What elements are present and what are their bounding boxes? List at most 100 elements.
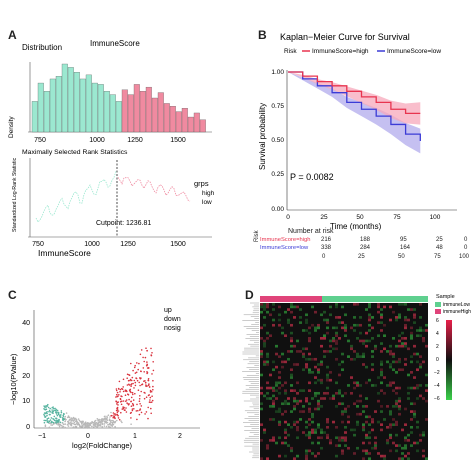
- volcano-point: [137, 389, 140, 391]
- volcano-point: [140, 377, 142, 379]
- heatmap-cell: [416, 384, 419, 387]
- heatmap-cell: [272, 368, 275, 372]
- heatmap-cell: [392, 381, 395, 385]
- volcano-point: [146, 361, 148, 363]
- heatmap-cell: [287, 357, 290, 361]
- heatmap-cell: [413, 313, 416, 317]
- heatmap-cell: [407, 318, 410, 322]
- heatmap-cell: [401, 303, 404, 306]
- hist-bar-low: [97, 84, 104, 133]
- panel-d-letter: D: [245, 288, 254, 302]
- volcano-ytick: 40: [22, 320, 30, 327]
- km-risk-table: Number at risk Risk ImmuneScore=high Imm…: [252, 228, 472, 264]
- heatmap-cell: [356, 303, 359, 306]
- volcano-point: [150, 347, 152, 350]
- volcano-point: [74, 426, 77, 428]
- heatmap-cell: [260, 439, 263, 442]
- heatmap-cell: [287, 318, 290, 322]
- volcano-ylabel: −log10(PValue): [9, 353, 18, 405]
- heatmap-cell: [425, 389, 428, 392]
- hist-subtitle: ImmuneScore: [90, 39, 140, 48]
- heatmap-cell: [269, 373, 272, 377]
- hist-bar-low: [115, 101, 122, 133]
- volcano-point: [48, 409, 51, 412]
- heatmap-cell: [368, 318, 371, 322]
- heatmap-cell: [404, 323, 407, 327]
- colorbar-tick: −4: [434, 383, 440, 389]
- volcano-point: [126, 377, 128, 379]
- volcano-point: [57, 412, 60, 415]
- colorbar-tick: 0: [436, 357, 439, 363]
- heatmap-cell: [422, 449, 425, 453]
- heatmap-cell: [419, 326, 422, 330]
- heatmap-cell: [380, 308, 383, 311]
- heatmap-cell: [305, 449, 308, 453]
- heatmap-cell: [362, 342, 365, 345]
- heatmap-cell: [290, 373, 293, 377]
- panel-b-letter: B: [258, 28, 267, 42]
- volcano-point: [64, 423, 66, 425]
- heatmap-cell: [275, 352, 278, 356]
- volcano-point: [62, 419, 64, 422]
- heatmap-cell: [344, 425, 347, 429]
- volcano-point: [140, 405, 143, 407]
- heatmap-cell: [341, 368, 344, 372]
- heatmap-cell: [287, 423, 290, 426]
- volcano-point: [89, 424, 91, 427]
- heatmap-cell: [407, 386, 410, 390]
- volcano-point: [152, 379, 154, 382]
- heatmap-cell: [371, 418, 374, 421]
- heatmap-cell: [308, 389, 311, 392]
- heatmap-cell: [395, 360, 398, 364]
- volcano-point: [142, 356, 144, 359]
- heatmap-cell: [293, 305, 296, 309]
- heatmap-cell: [359, 323, 362, 327]
- heatmap-cell: [278, 381, 281, 385]
- volcano-point: [78, 419, 81, 422]
- volcano-point: [115, 400, 118, 403]
- heatmap-cell: [401, 337, 404, 340]
- volcano-point: [134, 384, 137, 387]
- heatmap-cell: [308, 326, 311, 330]
- panel-c-letter: C: [8, 288, 17, 302]
- heatmap-cell: [335, 444, 338, 447]
- heatmap-cell: [296, 339, 299, 343]
- volcano-point: [146, 349, 148, 352]
- legend-sample-high: immuneHigh: [443, 309, 471, 315]
- heatmap-cell: [401, 368, 404, 372]
- volcano-point: [133, 379, 136, 382]
- heatmap-cell: [275, 441, 278, 445]
- heatmap-cell: [305, 452, 308, 455]
- volcano-point: [146, 385, 148, 387]
- volcano-point: [132, 404, 135, 406]
- heatmap-cell: [323, 350, 326, 353]
- heatmap-cell: [365, 331, 368, 335]
- heatmap-cell: [404, 363, 407, 366]
- volcano-point: [92, 423, 95, 426]
- heatmap-cell: [338, 389, 341, 392]
- heatmap-cell: [392, 405, 395, 408]
- volcano-point: [72, 423, 75, 425]
- heatmap-cell: [380, 363, 383, 366]
- volcano-point: [49, 407, 51, 410]
- volcano-point: [151, 373, 153, 375]
- heatmap-cell: [404, 303, 407, 306]
- heatmap-cell: [329, 397, 332, 400]
- heatmap-cell: [359, 384, 362, 387]
- msrs-low-line: [35, 171, 117, 223]
- volcano-point: [44, 408, 47, 411]
- heatmap-cell: [362, 457, 365, 460]
- heatmap-cell: [383, 457, 386, 460]
- heatmap-cell: [317, 436, 320, 440]
- heatmap-cell: [362, 428, 365, 432]
- volcano-point: [132, 382, 134, 385]
- legend-swatch-high: [435, 309, 441, 314]
- heatmap-cell: [383, 391, 386, 395]
- risk-xtick: 25: [358, 254, 365, 260]
- heatmap-cell: [269, 397, 272, 400]
- volcano-point: [130, 396, 133, 399]
- heatmap-cell: [335, 436, 338, 440]
- heatmap-cell: [311, 441, 314, 445]
- heatmap-cell: [356, 420, 359, 424]
- heatmap-cell: [272, 303, 275, 306]
